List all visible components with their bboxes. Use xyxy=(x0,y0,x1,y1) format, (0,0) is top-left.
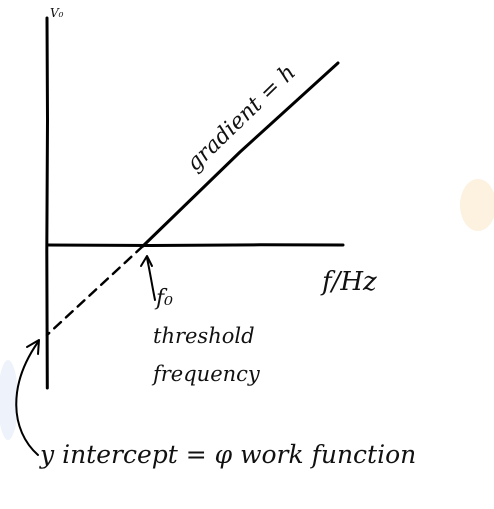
gradient-label: gradient = h xyxy=(182,60,301,176)
f0-label: f₀ xyxy=(154,286,173,311)
intercept-label: y intercept = φ work function xyxy=(39,440,416,469)
y-axis-label: V₀ xyxy=(50,6,64,20)
extrapolation-dashed-line xyxy=(45,244,145,337)
threshold-arrow xyxy=(146,257,156,301)
scan-smudge xyxy=(460,179,494,231)
threshold-arrowhead xyxy=(140,255,153,267)
scan-smudge xyxy=(0,360,18,440)
intercept-arrow xyxy=(15,341,39,456)
x-axis-label: f/Hz xyxy=(320,267,377,297)
y-axis xyxy=(45,16,49,390)
threshold-label: threshold xyxy=(153,324,255,348)
intercept-arrowhead xyxy=(26,339,40,355)
x-axis xyxy=(45,243,345,247)
frequency-label: frequency xyxy=(151,362,261,386)
gradient-line xyxy=(141,61,340,248)
